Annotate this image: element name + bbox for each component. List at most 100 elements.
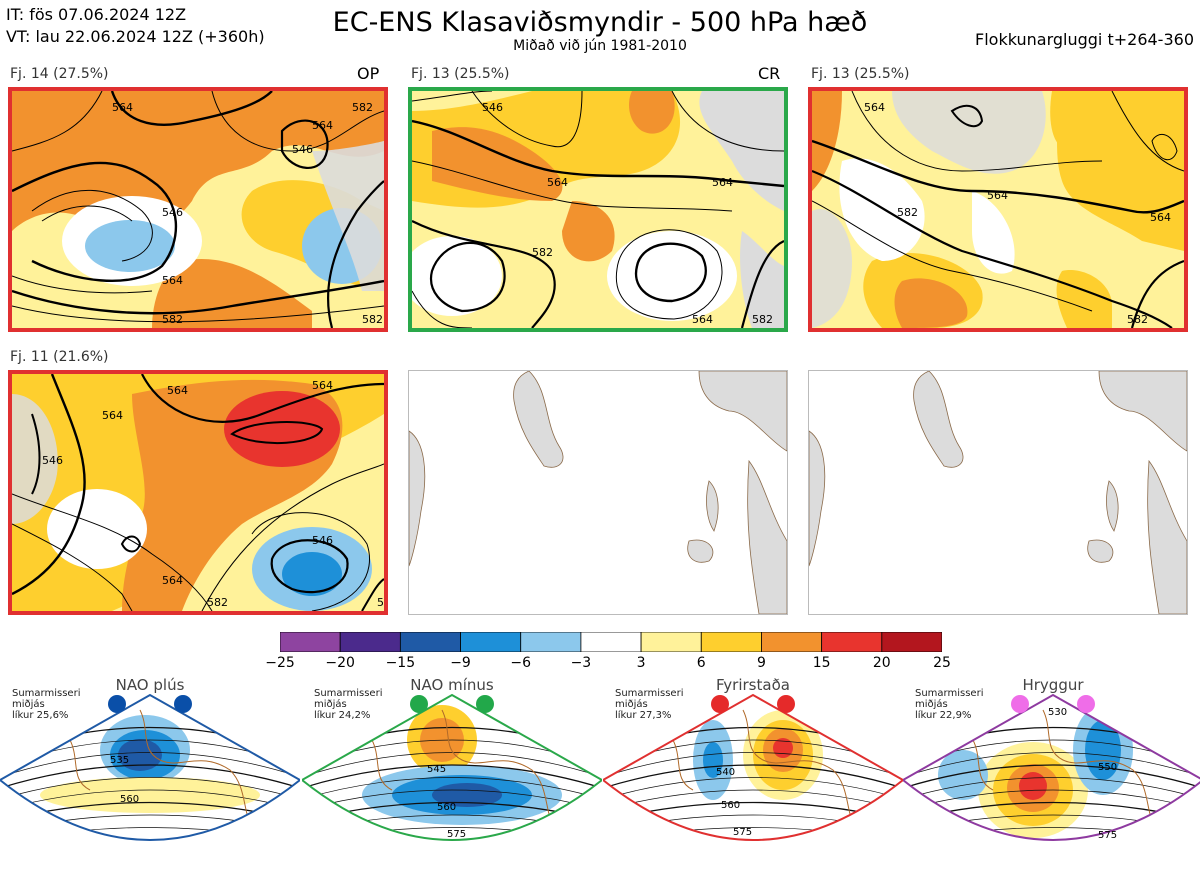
regime-title: NAO plús [115, 676, 185, 694]
colorbar-tick-label: −25 [265, 655, 295, 671]
colorbar-swatch [640, 631, 702, 653]
svg-text:582: 582 [532, 246, 553, 259]
svg-text:582: 582 [162, 313, 183, 326]
regime-contour-label: 575 [447, 829, 466, 840]
regime-note-line: líkur 24,2% [314, 710, 371, 721]
coastline [371, 709, 563, 840]
regime-marker-dot [711, 695, 729, 713]
regime-contour-label: 550 [1098, 762, 1117, 773]
colorbar-swatch [460, 631, 522, 653]
cluster-map-2: 546 564 564 582 564 582 [408, 87, 788, 332]
height-contour [0, 764, 300, 789]
regime-border [300, 693, 604, 841]
regime-note-line: Sumarmisseri [314, 688, 383, 699]
regime-title: Fyrirstaða [716, 676, 790, 694]
regime-marker-dot [476, 695, 494, 713]
anomaly-shading [1018, 849, 1048, 861]
regime-marker-dot [777, 695, 795, 713]
regime-note-line: líkur 25,6% [12, 710, 69, 721]
cluster-map-3: 564 564 582 564 582 [808, 87, 1188, 332]
height-contour [302, 752, 602, 778]
svg-text:564: 564 [312, 119, 333, 132]
regime-fan-map: 530 550 575 [901, 693, 1200, 861]
svg-text:546: 546 [162, 206, 183, 219]
svg-text:582: 582 [352, 101, 373, 114]
height-contour [903, 764, 1200, 789]
regime-marker-dot [108, 695, 126, 713]
svg-text:582: 582 [752, 313, 773, 326]
regime-note-line: Sumarmisseri [12, 688, 81, 699]
regime-marker-dot [1077, 695, 1095, 713]
svg-text:546: 546 [312, 534, 333, 547]
colorbar-tick-label: 15 [812, 655, 831, 671]
initial-time: IT: fös 07.06.2024 12Z [6, 5, 187, 24]
regime-note-line: miðjás [314, 699, 347, 710]
colorbar-tick-label: −3 [570, 655, 592, 671]
colorbar-swatch [761, 631, 823, 653]
regime-fan-map: 535 560 [0, 693, 302, 841]
svg-text:564: 564 [102, 409, 123, 422]
svg-text:582: 582 [207, 596, 228, 609]
svg-text:564: 564 [547, 176, 568, 189]
colorbar-tick-label: 6 [696, 655, 706, 671]
anomaly-shading [1019, 772, 1047, 800]
height-contour [603, 789, 903, 811]
colorbar-swatch [279, 631, 341, 653]
colorbar-tick-label: 20 [872, 655, 891, 671]
regime-marker-dot [1011, 695, 1029, 713]
height-contour [603, 752, 903, 778]
colorbar-swatches [279, 631, 943, 653]
regime-marker-dot [174, 695, 192, 713]
regime-panel: 535 560 NAO plús Sumarmisseri miðjás líkur 25… [0, 676, 302, 870]
regime-contour-label: 560 [437, 802, 456, 813]
height-contour [0, 752, 300, 778]
colorbar-ticks: −25 −20 −15 −9 −6 −3 3 6 9 15 20 25 [265, 655, 951, 675]
coastline [69, 709, 261, 840]
regime-contour-label: 575 [733, 827, 752, 838]
regime-panel: 540 560 575 Fyrirstaða Sumarmisseri miðjás lík… [601, 676, 905, 870]
svg-text:564: 564 [167, 384, 188, 397]
colorbar-swatch [339, 631, 401, 653]
colorbar-tick-label: −9 [450, 655, 471, 671]
regime-fan-map: 540 560 575 [601, 693, 905, 841]
anomaly-shading [703, 742, 723, 778]
svg-text:564: 564 [692, 313, 713, 326]
regime-note-line: líkur 27,3% [615, 710, 672, 721]
panel-2-label: Fj. 13 (25.5%) [411, 66, 510, 82]
regime-panel: 545 560 575 NAO mínus Sumarmisseri miðjás líku… [300, 676, 604, 870]
svg-text:582: 582 [362, 313, 383, 326]
panel-4-label: Fj. 11 (21.6%) [10, 349, 109, 365]
svg-text:564: 564 [162, 274, 183, 287]
anomaly-shading [432, 783, 502, 807]
height-contour [0, 777, 300, 800]
anomaly-shading [40, 777, 260, 813]
colorbar-swatch [520, 631, 582, 653]
svg-text:582: 582 [377, 596, 384, 609]
coastline [972, 709, 1164, 840]
svg-text:546: 546 [42, 454, 63, 467]
colorbar-tick-label: 25 [933, 655, 951, 671]
regime-title: Hryggur [1022, 676, 1084, 694]
regime-panel: 530 550 575 Hryggur Sumarmisseri miðjás líkur … [901, 676, 1200, 870]
anomaly-shading [118, 739, 162, 771]
colorbar-tick-label: −20 [325, 655, 355, 671]
height-contour [903, 789, 1200, 811]
svg-text:564: 564 [864, 101, 885, 114]
regime-contour-label: 540 [716, 767, 735, 778]
colorbar-swatch [700, 631, 762, 653]
regime-contour-label: 545 [427, 764, 446, 775]
regime-contour-label: 560 [120, 794, 139, 805]
svg-text:564: 564 [112, 101, 133, 114]
regime-contour-label: 575 [1098, 830, 1117, 841]
panel-1-label: Fj. 14 (27.5%) [10, 66, 109, 82]
cluster-map-4: 564 564 546 564 546 564 582 582 [8, 370, 388, 615]
regime-note-line: miðjás [12, 699, 45, 710]
cluster-map-6-empty [808, 370, 1188, 615]
regime-marker-dot [410, 695, 428, 713]
colorbar-tick-label: −15 [385, 655, 416, 671]
svg-text:564: 564 [1150, 211, 1171, 224]
svg-text:546: 546 [292, 143, 313, 156]
coastline [672, 709, 864, 840]
height-contour [903, 777, 1200, 800]
svg-text:564: 564 [712, 176, 733, 189]
